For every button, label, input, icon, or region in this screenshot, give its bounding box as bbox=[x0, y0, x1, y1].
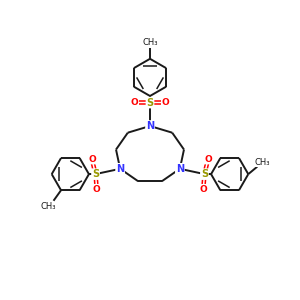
Text: S: S bbox=[92, 169, 99, 179]
Text: N: N bbox=[146, 121, 154, 131]
Text: N: N bbox=[176, 164, 184, 174]
Text: O: O bbox=[200, 184, 207, 194]
Text: O: O bbox=[130, 98, 138, 107]
Text: O: O bbox=[204, 154, 212, 164]
Text: S: S bbox=[146, 98, 154, 108]
Text: CH₃: CH₃ bbox=[254, 158, 269, 166]
Text: O: O bbox=[93, 184, 101, 194]
Text: O: O bbox=[162, 98, 170, 107]
Text: S: S bbox=[201, 169, 208, 179]
Text: CH₃: CH₃ bbox=[40, 202, 56, 211]
Text: CH₃: CH₃ bbox=[142, 38, 158, 47]
Text: N: N bbox=[116, 164, 124, 174]
Text: O: O bbox=[88, 154, 96, 164]
